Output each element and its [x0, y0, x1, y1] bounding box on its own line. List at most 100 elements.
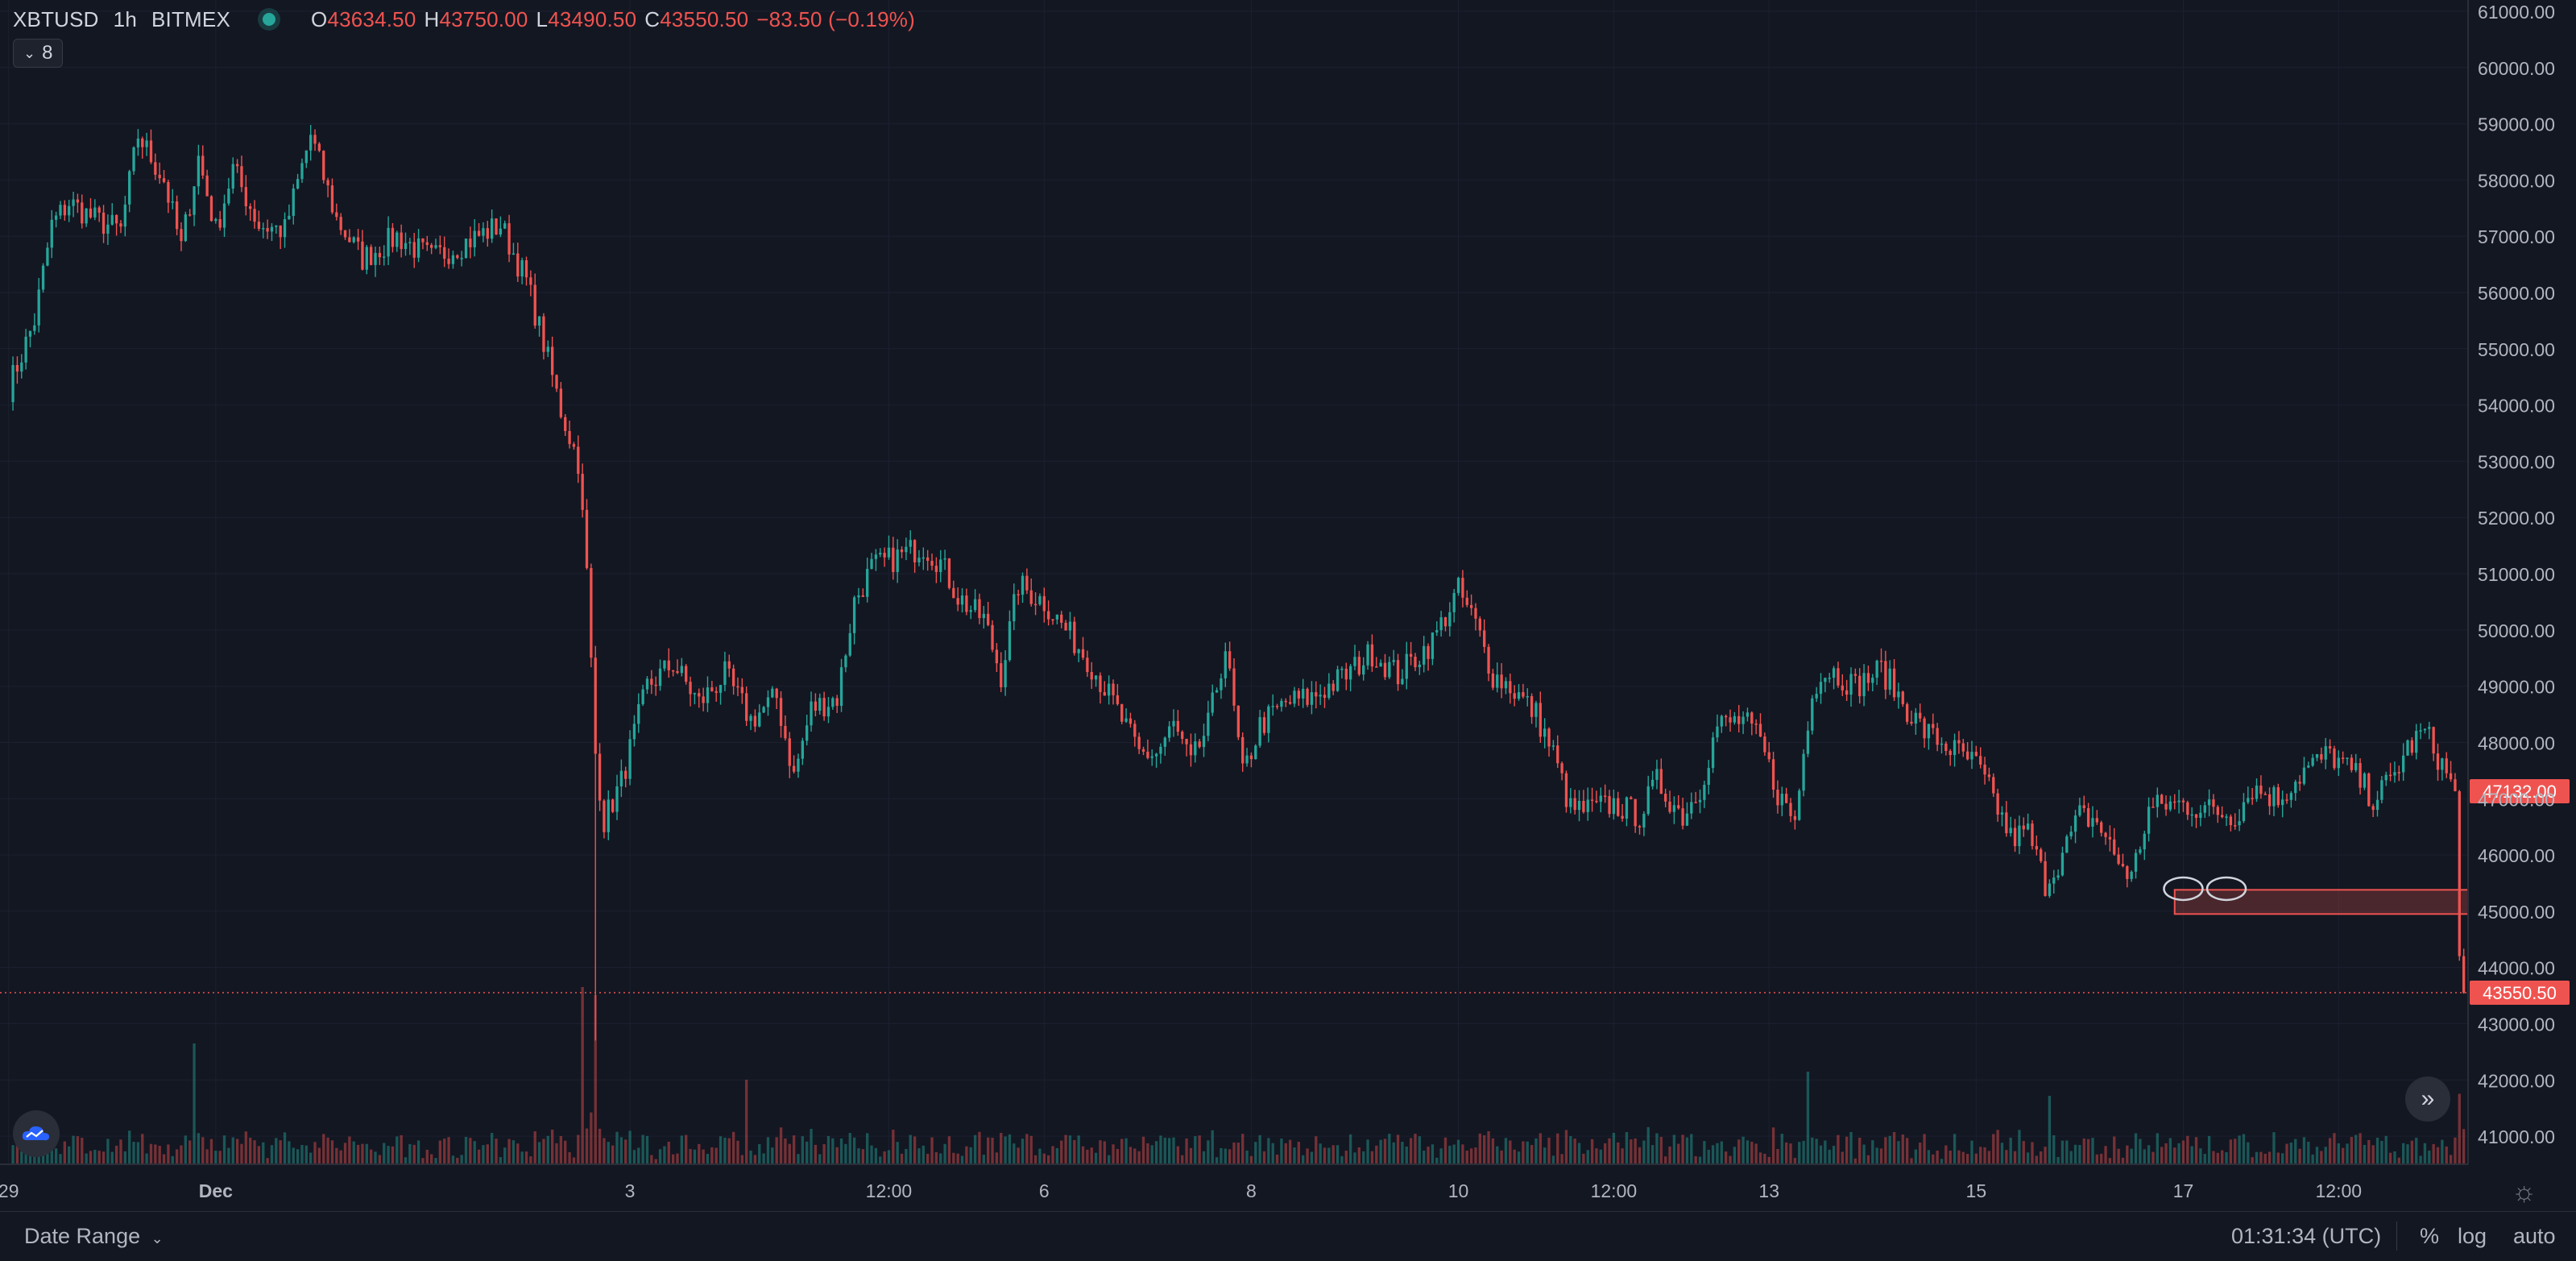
- volume-bar: [568, 1152, 571, 1164]
- candle-body: [758, 712, 761, 727]
- candle-body: [1383, 662, 1387, 678]
- volume-bar: [702, 1149, 705, 1164]
- volume-bar: [1051, 1146, 1054, 1164]
- volume-bar: [482, 1145, 485, 1164]
- candle-body: [2298, 782, 2301, 784]
- volume-bar: [1927, 1150, 1931, 1164]
- candle-body: [292, 188, 295, 216]
- candle-body: [1245, 755, 1249, 764]
- symbol-name[interactable]: XBTUSD: [13, 6, 99, 31]
- volume-bar: [2294, 1139, 2297, 1164]
- log-scale-button[interactable]: log: [2458, 1224, 2487, 1248]
- candle-body: [2285, 799, 2288, 801]
- candle-body: [214, 218, 217, 222]
- candle-body: [89, 208, 93, 218]
- candle-body: [1120, 703, 1124, 722]
- candle-body: [818, 698, 822, 711]
- volume-bar: [637, 1147, 640, 1164]
- volume-bar: [167, 1144, 170, 1164]
- volume-bar: [779, 1127, 783, 1164]
- volume-bar: [2130, 1148, 2133, 1164]
- volume-bar: [991, 1138, 994, 1164]
- volume-bar: [926, 1154, 930, 1164]
- candle-body: [1949, 750, 1952, 756]
- volume-bar: [438, 1140, 442, 1164]
- candle-body: [1249, 755, 1253, 760]
- candle-body: [1241, 736, 1245, 764]
- volume-bar: [20, 1151, 23, 1164]
- volume-bar: [1211, 1130, 1214, 1164]
- candle-body: [1849, 674, 1853, 695]
- candle-body: [1582, 800, 1585, 812]
- tradingview-logo-icon[interactable]: [13, 1110, 60, 1157]
- candle-body: [2302, 767, 2306, 784]
- chart-settings-gear-icon[interactable]: ☼: [2512, 1176, 2537, 1207]
- volume-bar: [197, 1133, 201, 1164]
- candle-body: [2121, 864, 2125, 867]
- candle-body: [1319, 695, 1322, 697]
- volume-bar: [1659, 1137, 1663, 1164]
- candle-body: [2035, 846, 2038, 850]
- volume-bar: [1348, 1134, 1352, 1164]
- candle-body: [2324, 746, 2327, 760]
- price-tick-label: 52000.00: [2478, 508, 2555, 529]
- volume-bar: [93, 1149, 97, 1164]
- volume-bar: [2164, 1143, 2168, 1164]
- volume-bar: [68, 1146, 71, 1164]
- volume-bar: [464, 1137, 468, 1164]
- candle-body: [300, 163, 304, 180]
- percent-scale-button[interactable]: %: [2420, 1224, 2440, 1248]
- candle-body: [451, 255, 455, 264]
- utc-clock[interactable]: 01:31:34 (UTC): [2231, 1224, 2382, 1248]
- volume-bar: [2406, 1144, 2409, 1164]
- candle-body: [1414, 656, 1417, 668]
- interval-label[interactable]: 1h: [113, 6, 137, 31]
- volume-bar: [745, 1080, 748, 1164]
- candle-body: [374, 252, 377, 265]
- volume-bar: [378, 1155, 382, 1164]
- indicators-toggle-button[interactable]: ⌄ 8: [13, 39, 64, 68]
- volume-bar: [149, 1143, 153, 1164]
- candle-body: [1370, 644, 1374, 667]
- candle-body: [101, 212, 106, 234]
- volume-bar: [1452, 1144, 1456, 1164]
- candle-body: [1996, 793, 1999, 815]
- volume-bar: [982, 1155, 985, 1164]
- candle-body: [654, 684, 657, 686]
- candle-body: [1013, 594, 1016, 622]
- candle-body: [650, 678, 653, 685]
- candle-body: [1211, 692, 1214, 713]
- volume-bar: [1690, 1134, 1693, 1164]
- candle-body: [244, 187, 247, 206]
- candle-body: [1021, 575, 1025, 595]
- auto-scale-button[interactable]: auto: [2513, 1224, 2556, 1248]
- candle-body: [1681, 808, 1684, 826]
- price-tick-label: 53000.00: [2478, 451, 2555, 472]
- volume-bar: [85, 1153, 88, 1164]
- volume-bar: [1780, 1134, 1783, 1164]
- volume-bar: [2078, 1145, 2081, 1164]
- candle-body: [438, 245, 442, 247]
- candle-body: [218, 218, 222, 228]
- volume-bar: [1992, 1134, 1995, 1164]
- volume-bar: [2393, 1151, 2396, 1164]
- volume-bar: [2216, 1152, 2219, 1164]
- volume-bar: [1396, 1134, 1400, 1164]
- candle-body: [184, 214, 187, 242]
- candle-body: [1478, 618, 1481, 631]
- candle-body: [2311, 757, 2314, 766]
- volume-bar: [810, 1129, 813, 1164]
- volume-bar: [249, 1137, 252, 1164]
- date-range-button[interactable]: Date Range ⌄: [24, 1224, 164, 1249]
- volume-bar: [1858, 1138, 1862, 1164]
- volume-bar: [680, 1135, 684, 1164]
- candle-body: [611, 799, 615, 812]
- candle-body: [1806, 730, 1810, 754]
- volume-bar: [784, 1138, 787, 1164]
- candle-body: [421, 238, 425, 243]
- candle-body: [1590, 799, 1594, 801]
- volume-bar: [2203, 1154, 2206, 1164]
- scroll-to-realtime-button[interactable]: »: [2405, 1076, 2450, 1122]
